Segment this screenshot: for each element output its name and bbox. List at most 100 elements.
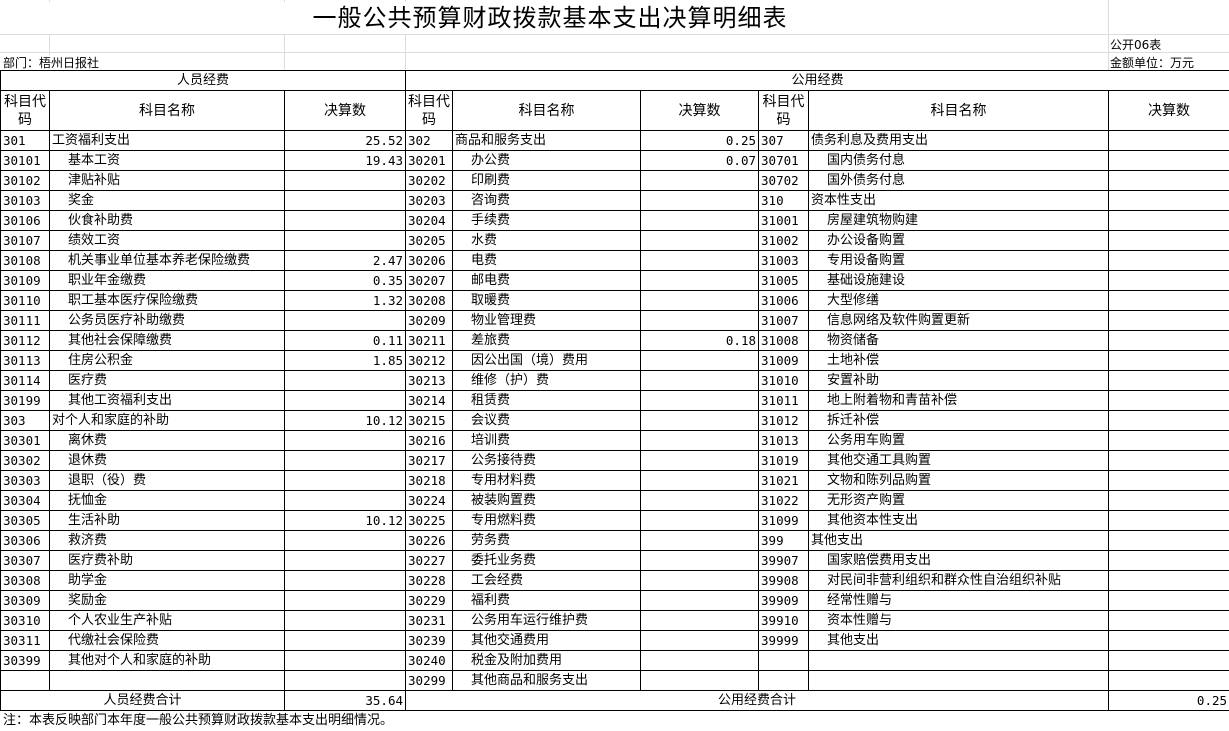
public-other-name-cell[interactable]: 其他支出 [808, 530, 1110, 551]
personnel-amount-cell[interactable] [283, 310, 407, 331]
public-other-amount-cell[interactable] [1108, 310, 1229, 331]
personnel-amount-cell[interactable] [283, 650, 407, 671]
public-other-code-cell[interactable]: 31003 [758, 250, 810, 271]
goods-services-name-cell[interactable]: 水费 [452, 230, 642, 251]
goods-services-amount-cell[interactable] [640, 190, 760, 211]
personnel-code-cell[interactable]: 30114 [0, 370, 50, 391]
personnel-name-cell[interactable]: 其他工资福利支出 [49, 390, 285, 411]
personnel-amount-cell[interactable] [283, 230, 407, 251]
personnel-amount-cell[interactable]: 10.12 [283, 410, 407, 431]
public-other-amount-cell[interactable] [1108, 610, 1229, 631]
personnel-code-cell[interactable]: 30304 [0, 490, 50, 511]
personnel-code-cell[interactable]: 30309 [0, 590, 50, 611]
public-other-amount-cell[interactable] [1108, 170, 1229, 191]
goods-services-code-cell[interactable]: 30225 [405, 510, 454, 531]
personnel-code-cell[interactable]: 30307 [0, 550, 50, 571]
goods-services-code-cell[interactable]: 302 [405, 130, 454, 151]
public-other-name-cell[interactable]: 办公设备购置 [808, 230, 1110, 251]
personnel-amount-cell[interactable] [283, 670, 407, 691]
public-other-amount-cell[interactable] [1108, 150, 1229, 171]
public-other-amount-cell[interactable] [1108, 410, 1229, 431]
personnel-name-cell[interactable]: 个人农业生产补贴 [49, 610, 285, 631]
public-other-name-cell[interactable]: 国内债务付息 [808, 150, 1110, 171]
public-other-code-cell[interactable]: 39907 [758, 550, 810, 571]
goods-services-amount-cell[interactable]: 0.18 [640, 330, 760, 351]
goods-services-amount-cell[interactable] [640, 170, 760, 191]
personnel-name-cell[interactable]: 工资福利支出 [49, 130, 285, 151]
public-other-name-cell[interactable]: 基础设施建设 [808, 270, 1110, 291]
public-other-name-cell[interactable]: 资本性支出 [808, 190, 1110, 211]
personnel-code-cell[interactable]: 30308 [0, 570, 50, 591]
public-other-name-cell[interactable]: 资本性赠与 [808, 610, 1110, 631]
public-other-amount-cell[interactable] [1108, 470, 1229, 491]
personnel-code-cell[interactable] [0, 670, 50, 691]
personnel-code-cell[interactable]: 30106 [0, 210, 50, 231]
personnel-code-cell[interactable]: 30107 [0, 230, 50, 251]
public-other-name-cell[interactable]: 房屋建筑物购建 [808, 210, 1110, 231]
goods-services-name-cell[interactable]: 手续费 [452, 210, 642, 231]
public-total-value[interactable]: 0.25 [1108, 690, 1229, 711]
goods-services-code-cell[interactable]: 30214 [405, 390, 454, 411]
goods-services-code-cell[interactable]: 30213 [405, 370, 454, 391]
personnel-name-cell[interactable]: 伙食补助费 [49, 210, 285, 231]
goods-services-name-cell[interactable]: 公务接待费 [452, 450, 642, 471]
public-other-code-cell[interactable]: 310 [758, 190, 810, 211]
personnel-name-cell[interactable]: 医疗费 [49, 370, 285, 391]
public-other-code-cell[interactable]: 31013 [758, 430, 810, 451]
goods-services-code-cell[interactable]: 30215 [405, 410, 454, 431]
personnel-code-cell[interactable]: 30311 [0, 630, 50, 651]
public-other-name-cell[interactable] [808, 670, 1110, 691]
public-other-code-cell[interactable]: 31006 [758, 290, 810, 311]
public-other-amount-cell[interactable] [1108, 230, 1229, 251]
personnel-name-cell[interactable]: 抚恤金 [49, 490, 285, 511]
personnel-code-cell[interactable]: 30399 [0, 650, 50, 671]
personnel-code-cell[interactable]: 30108 [0, 250, 50, 271]
public-other-amount-cell[interactable] [1108, 530, 1229, 551]
public-other-name-cell[interactable]: 其他支出 [808, 630, 1110, 651]
personnel-code-cell[interactable]: 30101 [0, 150, 50, 171]
goods-services-name-cell[interactable]: 培训费 [452, 430, 642, 451]
goods-services-name-cell[interactable]: 福利费 [452, 590, 642, 611]
personnel-amount-cell[interactable]: 1.32 [283, 290, 407, 311]
goods-services-amount-cell[interactable] [640, 310, 760, 331]
personnel-amount-cell[interactable]: 25.52 [283, 130, 407, 151]
public-other-amount-cell[interactable] [1108, 570, 1229, 591]
public-other-code-cell[interactable]: 31001 [758, 210, 810, 231]
goods-services-name-cell[interactable]: 专用材料费 [452, 470, 642, 491]
public-other-code-cell[interactable]: 39999 [758, 630, 810, 651]
goods-services-code-cell[interactable]: 30239 [405, 630, 454, 651]
personnel-amount-cell[interactable] [283, 630, 407, 651]
personnel-name-cell[interactable]: 职工基本医疗保险缴费 [49, 290, 285, 311]
personnel-amount-cell[interactable] [283, 590, 407, 611]
goods-services-code-cell[interactable]: 30206 [405, 250, 454, 271]
public-other-name-cell[interactable]: 拆迁补偿 [808, 410, 1110, 431]
goods-services-amount-cell[interactable] [640, 570, 760, 591]
goods-services-amount-cell[interactable] [640, 290, 760, 311]
personnel-code-cell[interactable]: 30113 [0, 350, 50, 371]
goods-services-name-cell[interactable]: 印刷费 [452, 170, 642, 191]
goods-services-code-cell[interactable]: 30212 [405, 350, 454, 371]
personnel-amount-cell[interactable]: 10.12 [283, 510, 407, 531]
public-other-name-cell[interactable]: 国家赔偿费用支出 [808, 550, 1110, 571]
goods-services-amount-cell[interactable] [640, 410, 760, 431]
public-other-amount-cell[interactable] [1108, 590, 1229, 611]
goods-services-amount-cell[interactable] [640, 510, 760, 531]
public-other-code-cell[interactable]: 39910 [758, 610, 810, 631]
personnel-code-cell[interactable]: 30102 [0, 170, 50, 191]
public-other-name-cell[interactable]: 专用设备购置 [808, 250, 1110, 271]
goods-services-name-cell[interactable]: 公务用车运行维护费 [452, 610, 642, 631]
public-other-amount-cell[interactable] [1108, 390, 1229, 411]
goods-services-name-cell[interactable]: 商品和服务支出 [452, 130, 642, 151]
goods-services-name-cell[interactable]: 劳务费 [452, 530, 642, 551]
personnel-code-cell[interactable]: 30303 [0, 470, 50, 491]
public-other-amount-cell[interactable] [1108, 250, 1229, 271]
personnel-name-cell[interactable]: 奖励金 [49, 590, 285, 611]
personnel-name-cell[interactable]: 津贴补贴 [49, 170, 285, 191]
public-other-name-cell[interactable]: 物资储备 [808, 330, 1110, 351]
goods-services-amount-cell[interactable] [640, 430, 760, 451]
personnel-name-cell[interactable]: 对个人和家庭的补助 [49, 410, 285, 431]
personnel-code-cell[interactable]: 30111 [0, 310, 50, 331]
public-other-code-cell[interactable]: 31002 [758, 230, 810, 251]
goods-services-amount-cell[interactable]: 0.07 [640, 150, 760, 171]
goods-services-code-cell[interactable]: 30216 [405, 430, 454, 451]
